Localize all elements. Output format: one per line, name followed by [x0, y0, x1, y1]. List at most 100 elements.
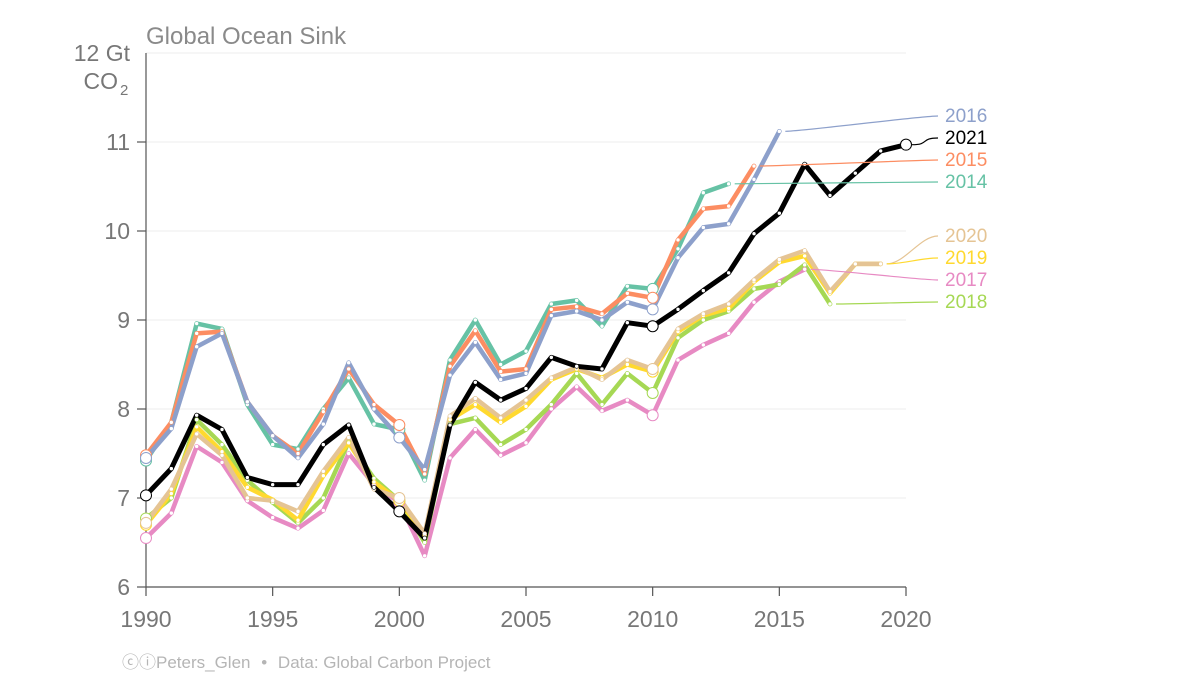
- point-2020-1992: [194, 431, 199, 437]
- point-2020-2002: [447, 413, 453, 419]
- point-2017-2004: [498, 452, 503, 458]
- y-unit-subscript: 2: [120, 82, 128, 99]
- x-tick-label-2010: 2010: [627, 606, 678, 632]
- point-2014-2002: [447, 357, 453, 363]
- point-2021-1992: [194, 412, 199, 418]
- point-2017-1992: [194, 444, 199, 449]
- point-2021-2020: [900, 138, 912, 151]
- point-2020-2014: [751, 277, 757, 283]
- legend-connector-2016: [785, 115, 939, 132]
- point-2015-2004: [498, 369, 503, 374]
- point-2018-2011: [675, 335, 681, 341]
- point-2017-2012: [701, 342, 706, 348]
- point-2021-1991: [169, 466, 174, 471]
- legend-label-2018: 2018: [945, 292, 987, 313]
- point-2017-2007: [574, 384, 579, 390]
- point-2017-1996: [295, 525, 301, 531]
- point-2017-1990: [140, 532, 152, 545]
- point-2016-2011: [675, 255, 681, 261]
- point-2020-1994: [245, 495, 250, 501]
- point-2017-2010: [646, 409, 659, 422]
- point-2017-1997: [321, 508, 326, 513]
- point-2016-2008: [599, 317, 605, 323]
- point-2019-1997: [321, 473, 326, 479]
- point-2021-2019: [878, 148, 883, 154]
- point-2020-2003: [473, 396, 478, 401]
- point-2015-2003: [473, 328, 478, 333]
- x-tick-label-1990: 1990: [120, 606, 171, 632]
- point-2016-1996: [295, 455, 301, 461]
- point-2017-2009: [625, 397, 630, 403]
- point-2021-1997: [321, 442, 326, 447]
- legend-label-2017: 2017: [945, 270, 987, 291]
- legend-connector-2014: [734, 181, 939, 185]
- point-2020-2015: [777, 257, 782, 262]
- point-2019-2003: [473, 402, 478, 407]
- point-2021-2004: [498, 397, 503, 403]
- legend-label-2015: 2015: [945, 150, 987, 171]
- point-2021-2001: [422, 535, 427, 541]
- point-2018-2015: [777, 282, 782, 287]
- point-2017-2001: [422, 553, 427, 559]
- credit-separator: •: [261, 653, 268, 672]
- legend-connector-2015: [759, 159, 939, 167]
- legend-connector-2017: [810, 268, 939, 281]
- point-2019-1991: [169, 491, 174, 496]
- point-2021-1998: [346, 422, 351, 428]
- point-2018-2005: [523, 427, 529, 432]
- point-2020-2006: [549, 375, 554, 381]
- point-2020-2008: [599, 377, 605, 382]
- point-2016-2004: [498, 377, 503, 382]
- point-2015-2013: [726, 203, 731, 209]
- point-2015-1992: [194, 331, 199, 336]
- point-2016-1992: [194, 344, 199, 350]
- point-2014-2013: [726, 181, 731, 187]
- point-2021-2009: [625, 320, 630, 325]
- point-2014-2005: [523, 348, 529, 354]
- point-2015-1997: [321, 409, 326, 414]
- point-2016-1993: [219, 331, 225, 336]
- point-2020-2000: [393, 492, 406, 504]
- point-2020-1991: [169, 486, 174, 492]
- point-2021-2012: [701, 288, 706, 293]
- point-2018-2016: [802, 262, 807, 268]
- point-2017-2016: [802, 266, 807, 272]
- point-2016-1991: [169, 426, 174, 431]
- point-2018-2017: [827, 301, 833, 307]
- series-group: [140, 129, 912, 559]
- point-2020-2016: [802, 248, 807, 253]
- point-2014-2007: [574, 298, 579, 303]
- point-2018-2001: [422, 540, 427, 545]
- point-2015-2012: [701, 206, 706, 212]
- point-2021-2017: [827, 193, 833, 198]
- point-2014-1995: [270, 442, 275, 447]
- point-2019-1992: [194, 424, 199, 430]
- y-unit-label: 12 Gt: [74, 40, 131, 66]
- point-2021-1994: [245, 475, 250, 480]
- point-2019-2013: [726, 306, 731, 311]
- x-tick-label-2000: 2000: [374, 606, 425, 632]
- point-2014-1998: [346, 375, 351, 381]
- credit-source: Data: Global Carbon Project: [277, 653, 491, 672]
- point-2014-2008: [599, 323, 605, 329]
- point-2021-1999: [371, 485, 377, 490]
- point-2015-2000: [393, 419, 406, 432]
- point-2016-2006: [549, 313, 554, 318]
- point-2015-2014: [751, 163, 757, 169]
- y-tick-label-11: 11: [106, 129, 130, 155]
- point-2020-1990: [140, 516, 152, 529]
- legend-label-2020: 2020: [945, 226, 987, 247]
- point-2020-2019: [878, 261, 883, 267]
- y-tick-label-9: 9: [117, 307, 130, 333]
- axes: 6 7 8 9 10 11 1990 1995 2000 2005 2010 2015 2020: [104, 53, 932, 632]
- point-2020-1998: [346, 435, 351, 440]
- point-2017-2013: [726, 331, 731, 336]
- point-2014-1996: [295, 446, 301, 452]
- point-2015-2010: [646, 291, 659, 304]
- point-2021-2008: [599, 366, 605, 372]
- point-2016-1999: [371, 406, 377, 412]
- point-2016-2013: [726, 221, 731, 227]
- point-2015-2001: [422, 471, 427, 477]
